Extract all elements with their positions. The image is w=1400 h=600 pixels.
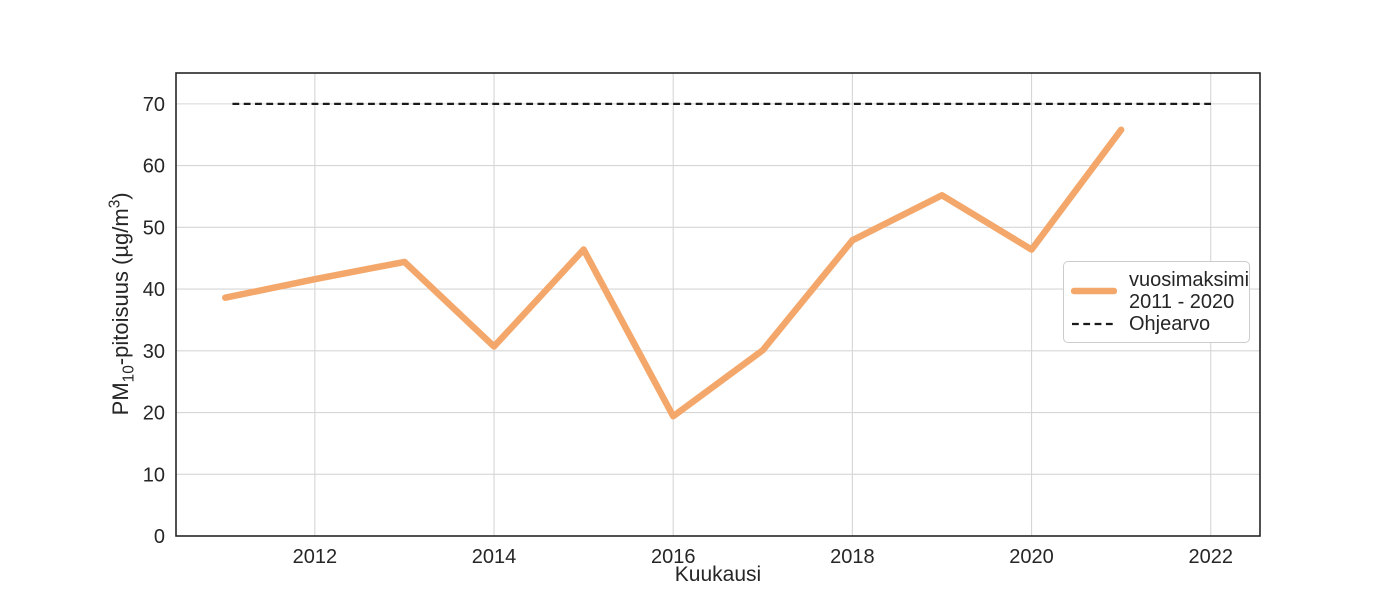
- legend-item-vuosimaksimi: vuosimaksimi 2011 - 2020: [1071, 269, 1249, 313]
- y-axis-title: PM10-pitoisuus (µg/m3): [92, 154, 152, 454]
- y-axis-title-part: PM: [107, 382, 133, 416]
- legend-label-line2: 2011 - 2020: [1129, 291, 1235, 313]
- legend-orange-line-swatch: [1071, 287, 1117, 295]
- y-tick-label: 70: [143, 94, 165, 116]
- x-tick-label: 2016: [651, 546, 696, 568]
- y-axis-title-part: ): [107, 192, 133, 200]
- y-axis-title-text: PM10-pitoisuus (µg/m3): [106, 193, 138, 416]
- x-tick-labels: 2012 2014 2016 2018 2020 2022: [293, 546, 1233, 568]
- y-tick-label: 40: [143, 279, 165, 301]
- y-axis-title-part: -pitoisuus (µg/m: [107, 208, 133, 366]
- x-tick-label: 2012: [293, 546, 338, 568]
- legend-label-ohjearvo: Ohjearvo: [1129, 313, 1211, 335]
- y-tick-label: 30: [143, 341, 165, 363]
- y-axis-title-subscript: 10: [119, 365, 137, 383]
- plot-border: [175, 72, 1261, 537]
- y-tick-label: 20: [143, 403, 165, 425]
- y-tick-label: 50: [143, 217, 165, 239]
- legend-dashed-line-swatch: [1072, 322, 1116, 326]
- series-line-vuosimaksimi: [222, 126, 1125, 420]
- y-axis-title-superscript: 3: [106, 199, 124, 209]
- x-tick-label: 2014: [472, 546, 517, 568]
- x-tick-label: 2022: [1188, 546, 1233, 568]
- y-tick-label: 10: [143, 464, 165, 486]
- y-tick-label: 0: [154, 526, 165, 548]
- x-tick-label: 2018: [830, 546, 875, 568]
- y-tick-labels: 0 10 20 30 40 50 60 70: [143, 94, 165, 548]
- y-tick-label: 60: [143, 156, 165, 178]
- legend-label-line1: vuosimaksimi: [1129, 269, 1250, 291]
- x-axis-title: Kuukausi: [674, 563, 762, 586]
- legend-label-vuosimaksimi: vuosimaksimi 2011 - 2020: [1129, 269, 1249, 313]
- x-tick-label: 2020: [1009, 546, 1054, 568]
- legend-item-ohjearvo: Ohjearvo: [1071, 313, 1241, 335]
- legend: vuosimaksimi 2011 - 2020 Ohjearvo: [1063, 261, 1250, 343]
